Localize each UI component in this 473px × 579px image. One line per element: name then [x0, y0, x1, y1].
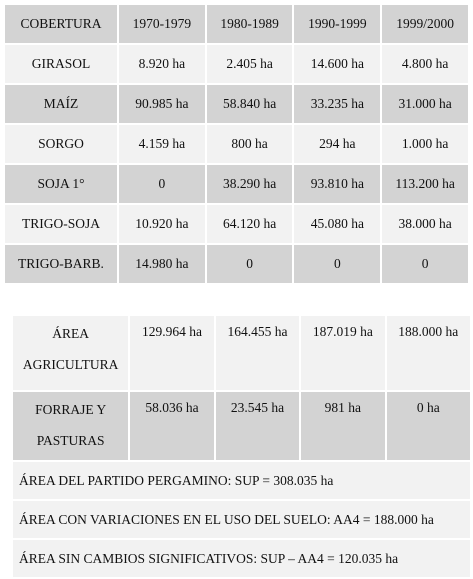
row-label: FORRAJE Y PASTURAS: [13, 392, 129, 460]
header-cell: 1970-1979: [118, 5, 205, 43]
table-cell: 2.405 ha: [206, 45, 293, 83]
header-cell: 1980-1989: [206, 5, 293, 43]
table-cell: 0: [294, 245, 381, 283]
table-row: GIRASOL 8.920 ha 2.405 ha 14.600 ha 4.80…: [5, 45, 468, 83]
area-summary-table: ÁREA AGRICULTURA 129.964 ha 164.455 ha 1…: [11, 314, 472, 579]
row-label: SORGO: [5, 125, 117, 163]
note-text: ÁREA CON VARIACIONES EN EL USO DEL SUELO…: [13, 501, 470, 538]
table-cell: 45.080 ha: [294, 205, 381, 243]
table-cell: 8.920 ha: [118, 45, 205, 83]
table-cell: 31.000 ha: [382, 85, 468, 123]
table-cell: 113.200 ha: [382, 165, 468, 203]
note-row: ÁREA SIN CAMBIOS SIGNIFICATIVOS: SUP – A…: [13, 540, 470, 577]
table-cell: 188.000 ha: [386, 316, 470, 390]
table-cell: 981 ha: [301, 392, 385, 460]
row-label: SOJA 1°: [5, 165, 117, 203]
table-cell: 90.985 ha: [118, 85, 205, 123]
table-cell: 58.840 ha: [206, 85, 293, 123]
header-cell: COBERTURA: [5, 5, 117, 43]
table-cell: 0 ha: [386, 392, 470, 460]
table-cell: 1.000 ha: [382, 125, 468, 163]
table-cell: 64.120 ha: [206, 205, 293, 243]
table-cell: 10.920 ha: [118, 205, 205, 243]
table-cell: 14.600 ha: [294, 45, 381, 83]
table-cell: 33.235 ha: [294, 85, 381, 123]
table-cell: 23.545 ha: [215, 392, 300, 460]
header-cell: 1999/2000: [382, 5, 468, 43]
note-row: ÁREA CON VARIACIONES EN EL USO DEL SUELO…: [13, 501, 470, 538]
note-text: ÁREA DEL PARTIDO PERGAMINO: SUP = 308.03…: [13, 462, 470, 499]
table-cell: 294 ha: [294, 125, 381, 163]
land-cover-table: COBERTURA 1970-1979 1980-1989 1990-1999 …: [3, 3, 470, 285]
table-cell: 38.000 ha: [382, 205, 468, 243]
table-cell: 129.964 ha: [130, 316, 214, 390]
table-cell: 14.980 ha: [118, 245, 205, 283]
row-label: TRIGO-SOJA: [5, 205, 117, 243]
table-row: TRIGO-SOJA 10.920 ha 64.120 ha 45.080 ha…: [5, 205, 468, 243]
header-row: COBERTURA 1970-1979 1980-1989 1990-1999 …: [5, 5, 468, 43]
table-row: FORRAJE Y PASTURAS 58.036 ha 23.545 ha 9…: [13, 392, 470, 460]
table-row: SOJA 1° 0 38.290 ha 93.810 ha 113.200 ha: [5, 165, 468, 203]
row-label: TRIGO-BARB.: [5, 245, 117, 283]
table-cell: 4.159 ha: [118, 125, 205, 163]
table-row: TRIGO-BARB. 14.980 ha 0 0 0: [5, 245, 468, 283]
table-cell: 187.019 ha: [301, 316, 385, 390]
table-cell: 164.455 ha: [215, 316, 300, 390]
table-row: ÁREA AGRICULTURA 129.964 ha 164.455 ha 1…: [13, 316, 470, 390]
table-cell: 58.036 ha: [130, 392, 214, 460]
table-cell: 0: [206, 245, 293, 283]
note-row: ÁREA DEL PARTIDO PERGAMINO: SUP = 308.03…: [13, 462, 470, 499]
row-label: MAÍZ: [5, 85, 117, 123]
table-cell: 38.290 ha: [206, 165, 293, 203]
table-cell: 0: [118, 165, 205, 203]
table-cell: 800 ha: [206, 125, 293, 163]
table-row: MAÍZ 90.985 ha 58.840 ha 33.235 ha 31.00…: [5, 85, 468, 123]
table-cell: 0: [382, 245, 468, 283]
header-cell: 1990-1999: [294, 5, 381, 43]
table-cell: 93.810 ha: [294, 165, 381, 203]
row-label: ÁREA AGRICULTURA: [13, 316, 129, 390]
note-text: ÁREA SIN CAMBIOS SIGNIFICATIVOS: SUP – A…: [13, 540, 470, 577]
table-row: SORGO 4.159 ha 800 ha 294 ha 1.000 ha: [5, 125, 468, 163]
table-cell: 4.800 ha: [382, 45, 468, 83]
row-label: GIRASOL: [5, 45, 117, 83]
